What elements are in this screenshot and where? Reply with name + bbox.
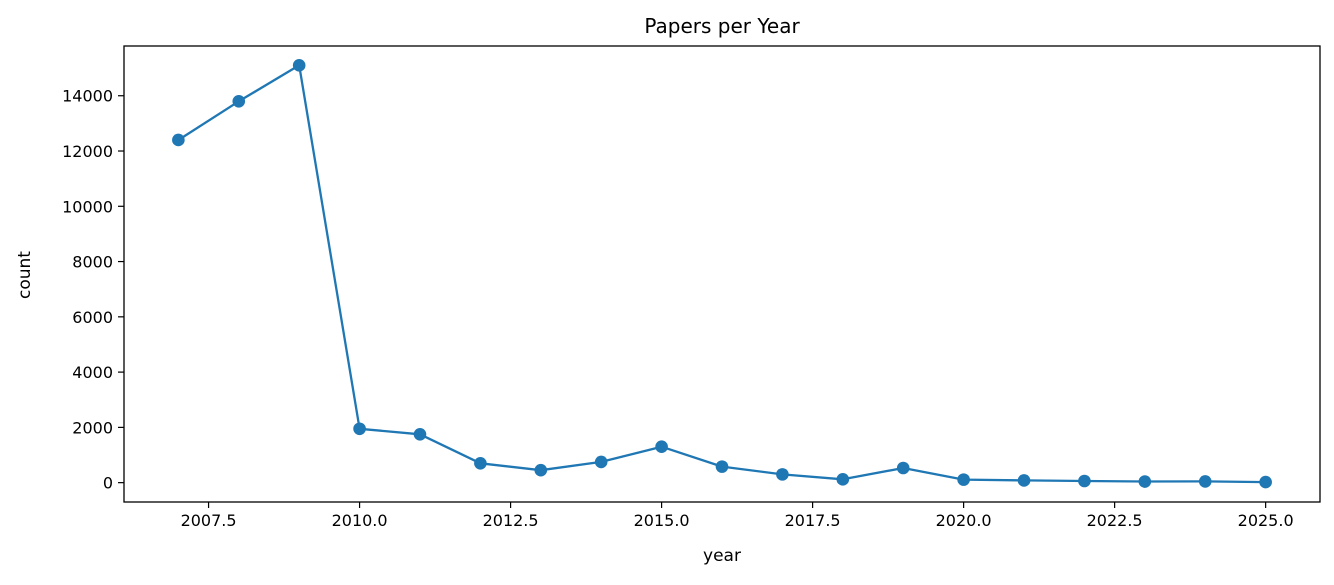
series-line: [177, 64, 1266, 484]
x-tick-label: 2007.5: [181, 511, 237, 530]
chart-title: Papers per Year: [644, 14, 800, 38]
data-point: [896, 461, 910, 475]
data-point: [1198, 475, 1212, 488]
data-point: [474, 457, 487, 470]
data-point: [1138, 475, 1152, 488]
x-tick-label: 2017.5: [785, 511, 841, 530]
data-point: [353, 422, 366, 436]
plot-frame: [123, 45, 1321, 503]
y-axis-ticks: 0 2000 4000 6000 8000 10000 12000 14000: [62, 87, 124, 493]
data-point: [836, 473, 850, 486]
y-tick-label: 2000: [72, 418, 113, 437]
x-tick-label: 2010.0: [332, 511, 388, 530]
data-point: [957, 473, 970, 486]
x-axis-ticks: 2007.5 2010.0 2012.5 2015.0 2017.5 2020.0 2022…: [181, 502, 1294, 530]
x-tick-label: 2015.0: [634, 511, 690, 530]
data-point: [232, 94, 246, 108]
data-point: [534, 463, 548, 477]
y-tick-label: 10000: [62, 197, 113, 216]
y-tick-label: 8000: [72, 253, 113, 272]
data-point: [594, 455, 608, 469]
x-tick-label: 2025.0: [1238, 511, 1294, 530]
x-tick-label: 2012.5: [483, 511, 539, 530]
y-tick-label: 6000: [72, 308, 113, 327]
data-point: [1259, 475, 1272, 489]
y-tick-label: 14000: [62, 87, 113, 106]
data-point: [1078, 474, 1091, 488]
data-point: [172, 133, 185, 147]
y-tick-label: 0: [103, 474, 113, 493]
data-point: [413, 427, 427, 441]
data-point: [292, 59, 306, 72]
data-point: [655, 440, 668, 454]
x-tick-label: 2022.5: [1087, 511, 1143, 530]
x-tick-label: 2020.0: [936, 511, 992, 530]
series-layer: [172, 59, 1272, 489]
x-axis-label: year: [703, 546, 741, 566]
y-tick-label: 12000: [62, 142, 113, 161]
y-axis-label: count: [15, 251, 35, 299]
data-point: [776, 468, 789, 481]
data-point: [1017, 474, 1031, 487]
y-tick-label: 4000: [72, 363, 113, 382]
data-point: [715, 460, 729, 473]
